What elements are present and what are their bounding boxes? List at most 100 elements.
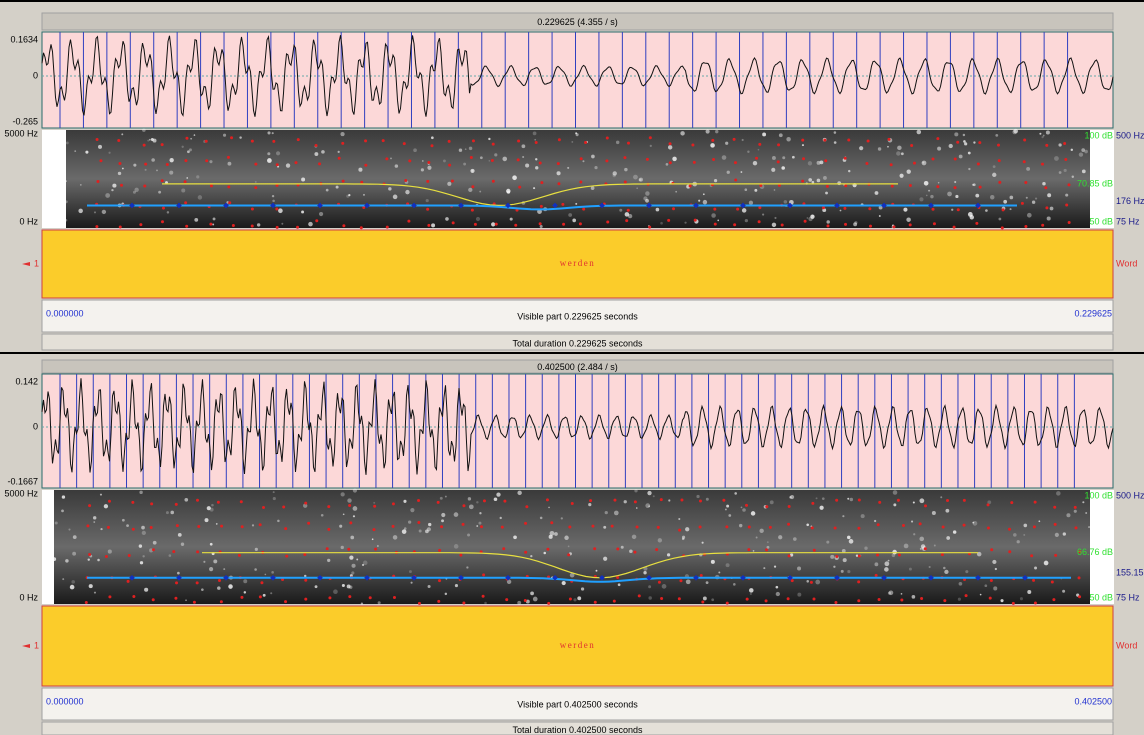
spectral-speckle — [696, 495, 699, 498]
spectral-speckle — [726, 505, 729, 508]
formant-dot — [437, 501, 440, 504]
spectral-speckle — [932, 511, 936, 515]
formant-dot — [462, 601, 465, 604]
formant-dot — [480, 525, 483, 528]
spectral-speckle — [1079, 152, 1083, 156]
spectral-speckle — [244, 591, 246, 593]
spectral-speckle — [484, 602, 487, 605]
spectral-speckle — [182, 146, 184, 148]
formant-dot — [184, 180, 187, 183]
formant-dot — [128, 554, 131, 557]
spectral-speckle — [185, 599, 187, 601]
spectral-speckle — [822, 497, 825, 500]
formant-dot — [1023, 138, 1026, 141]
formant-dot — [1074, 526, 1077, 529]
spectral-speckle — [338, 151, 340, 153]
spectral-speckle — [892, 554, 896, 558]
spectral-speckle — [445, 593, 447, 595]
spectral-speckle — [352, 564, 356, 568]
spectral-speckle — [1032, 201, 1035, 204]
formant-dot — [503, 500, 506, 503]
formant-dot — [297, 138, 300, 141]
spectral-speckle — [753, 161, 757, 165]
formant-dot — [777, 160, 780, 163]
spectral-speckle — [667, 553, 670, 556]
formant-dot — [714, 223, 717, 226]
spectral-speckle — [356, 559, 358, 561]
spectral-speckle — [281, 223, 283, 225]
spectral-speckle — [1042, 136, 1044, 138]
formant-dot — [655, 548, 658, 551]
spectral-speckle — [645, 503, 650, 508]
spectral-speckle — [949, 144, 953, 148]
formant-dot — [924, 547, 927, 550]
formant-dot — [975, 222, 978, 225]
spectral-speckle — [65, 559, 68, 562]
formant-dot — [747, 548, 750, 551]
formant-dot — [385, 157, 388, 160]
spectral-speckle — [343, 513, 345, 515]
formant-dot — [539, 162, 542, 165]
spectral-speckle — [733, 583, 736, 586]
spectral-speckle — [968, 168, 970, 170]
spectral-speckle — [533, 187, 535, 189]
spectral-speckle — [632, 535, 637, 540]
formant-dot — [580, 157, 583, 160]
formant-dot — [254, 163, 257, 166]
formant-dot — [689, 185, 692, 188]
spectral-speckle — [612, 174, 615, 177]
spectral-speckle — [913, 501, 915, 503]
formant-dot — [733, 223, 736, 226]
formant-dot — [624, 181, 627, 184]
formant-dot — [407, 220, 410, 223]
page: {"windows": [ {"header": "0.229625 (4.35… — [0, 0, 1144, 735]
spectral-speckle — [1026, 197, 1028, 199]
spectral-speckle — [934, 545, 936, 547]
formant-dot — [161, 179, 164, 182]
spectral-speckle — [993, 165, 996, 168]
formant-dot — [238, 554, 241, 557]
spectral-speckle — [530, 555, 532, 557]
spectral-speckle — [782, 156, 785, 159]
formant-dot — [318, 162, 321, 165]
formant-dot — [722, 499, 725, 502]
spectral-speckle — [502, 157, 507, 162]
formant-dot — [878, 501, 881, 504]
spectral-speckle — [455, 584, 458, 587]
formant-dot — [259, 595, 262, 598]
spectral-speckle — [567, 167, 569, 169]
formant-dot — [1034, 501, 1037, 504]
spectral-speckle — [776, 586, 779, 589]
spectral-speckle — [897, 146, 902, 151]
spectral-speckle — [1059, 171, 1062, 174]
formant-dot — [209, 223, 212, 226]
spectral-speckle — [864, 547, 867, 550]
spectral-speckle — [843, 558, 847, 562]
spectral-speckle — [596, 570, 598, 572]
formant-dot — [1024, 181, 1027, 184]
spectral-speckle — [209, 160, 212, 163]
spectral-speckle — [327, 559, 330, 562]
spectral-speckle — [826, 541, 829, 544]
spectral-speckle — [341, 546, 344, 549]
formant-dot — [304, 502, 307, 505]
formant-dot — [787, 523, 790, 526]
spectral-speckle — [751, 511, 756, 516]
formant-dot — [701, 600, 704, 603]
spectral-speckle — [874, 562, 878, 566]
formant-dot — [95, 225, 98, 228]
spectral-speckle — [489, 160, 491, 162]
formant-dot — [1051, 580, 1054, 583]
formant-dot — [781, 224, 784, 227]
formant-dot — [196, 581, 199, 584]
formant-dot — [956, 141, 959, 144]
formant-dot — [953, 226, 956, 229]
formant-dot — [633, 551, 636, 554]
formant-dot — [452, 221, 455, 224]
formant-dot — [251, 208, 254, 211]
selection-header: 0.229625 (4.355 / s) — [537, 17, 618, 27]
formant-dot — [546, 498, 549, 501]
spectral-speckle — [778, 535, 782, 539]
formant-dot — [374, 548, 377, 551]
formant-dot — [579, 222, 582, 225]
